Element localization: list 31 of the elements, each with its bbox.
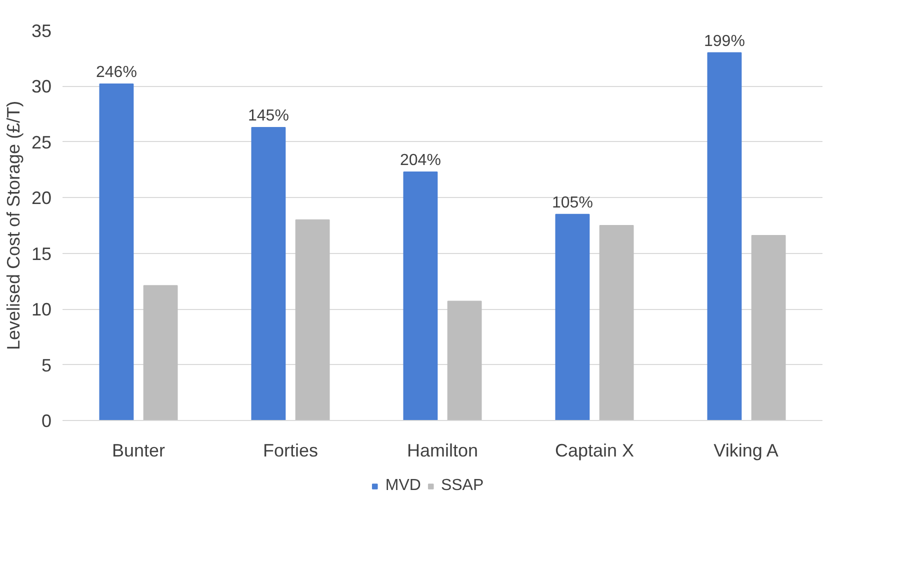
- x-tick-label: Viking A: [714, 440, 778, 460]
- annotation: 246%: [96, 64, 137, 81]
- y-axis-title: Levelised Cost of Storage (£/T): [3, 100, 24, 350]
- y-tick-label: 0: [41, 411, 52, 431]
- annotation: 145%: [248, 107, 289, 124]
- bar: [707, 52, 742, 420]
- y-tick-label: 20: [31, 188, 52, 208]
- y-tick-label: 35: [31, 21, 52, 41]
- y-tick-label: 15: [31, 244, 52, 264]
- bar: [447, 300, 482, 420]
- x-tick-label: Forties: [262, 440, 318, 460]
- annotation: 204%: [400, 152, 441, 170]
- legend-label: MVD: [385, 476, 421, 494]
- bar: [751, 235, 786, 420]
- y-tick-label: 5: [41, 355, 52, 376]
- x-tick-label: Bunter: [112, 440, 166, 460]
- bar: [143, 285, 178, 420]
- bar: [555, 214, 590, 420]
- annotation: 105%: [552, 194, 593, 212]
- y-tick-label: 25: [31, 132, 52, 152]
- x-tick-label: Captain X: [554, 440, 634, 460]
- bar: [295, 219, 330, 420]
- bar: [403, 172, 438, 420]
- legend-label: SSAP: [440, 476, 484, 494]
- x-tick-label: Hamilton: [406, 440, 478, 460]
- bar: [599, 225, 634, 420]
- y-tick-label: 30: [31, 76, 52, 97]
- bar: [99, 83, 134, 420]
- annotation: 199%: [704, 32, 745, 50]
- y-tick-label: 10: [31, 300, 52, 320]
- bar: [251, 126, 286, 420]
